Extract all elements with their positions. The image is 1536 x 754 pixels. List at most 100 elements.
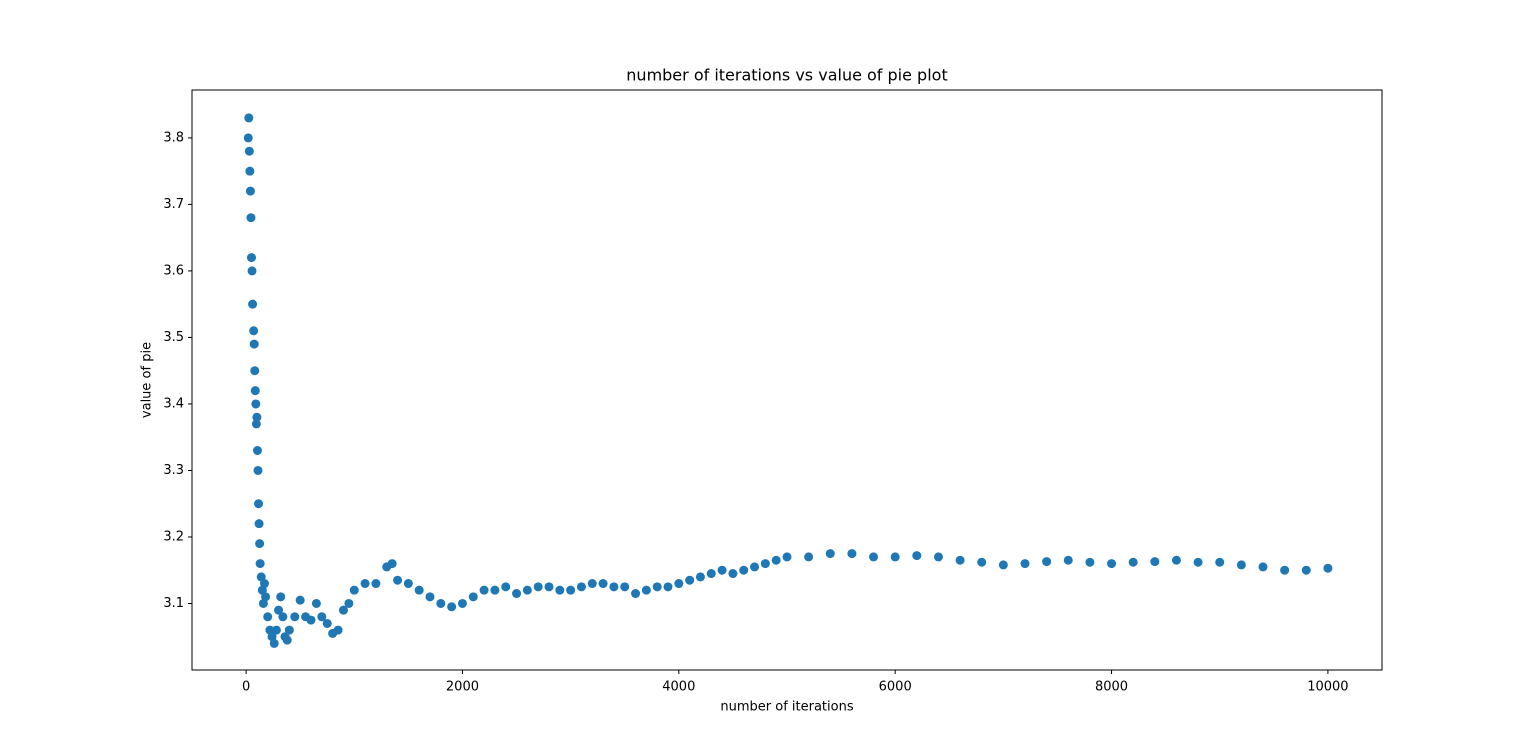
point <box>566 585 576 595</box>
point <box>246 213 256 223</box>
point <box>977 557 987 567</box>
x-tick-label: 4000 <box>662 680 695 695</box>
point <box>247 253 256 263</box>
point <box>322 618 332 628</box>
point <box>998 560 1008 570</box>
point <box>760 559 770 569</box>
point <box>890 552 900 562</box>
point <box>250 366 260 376</box>
point <box>254 519 264 529</box>
y-tick-label: 3.8 <box>163 130 184 145</box>
point <box>685 575 695 585</box>
y-axis-label: value of pie <box>140 342 155 418</box>
point <box>393 575 403 585</box>
point <box>1171 555 1181 565</box>
point <box>349 585 359 595</box>
point <box>490 585 500 595</box>
point <box>468 592 478 602</box>
point <box>587 579 597 589</box>
y-tick-label: 3.6 <box>163 263 184 278</box>
y-tick-label: 3.3 <box>163 463 184 478</box>
point <box>338 605 348 615</box>
point <box>317 612 327 622</box>
point <box>249 339 259 349</box>
point <box>271 625 281 635</box>
point <box>360 579 370 589</box>
point <box>501 582 511 592</box>
y-tick-label: 3.2 <box>163 529 184 544</box>
point <box>739 565 749 575</box>
x-tick-label: 0 <box>242 680 250 695</box>
point <box>251 419 261 429</box>
y-tick-label: 3.4 <box>163 396 184 411</box>
point <box>1258 562 1268 572</box>
point <box>252 412 262 422</box>
point <box>457 598 467 608</box>
point <box>782 552 792 562</box>
x-tick-label: 6000 <box>879 680 912 695</box>
point <box>1150 557 1160 567</box>
point <box>447 602 457 612</box>
point <box>663 582 673 592</box>
point <box>244 146 254 156</box>
point <box>1020 559 1030 569</box>
point <box>254 499 264 509</box>
point <box>261 592 271 602</box>
point <box>371 579 381 589</box>
point <box>1280 565 1290 575</box>
point <box>512 589 522 599</box>
point <box>750 562 760 572</box>
point <box>278 612 288 622</box>
point <box>284 625 294 635</box>
point <box>259 579 269 589</box>
point <box>306 615 316 625</box>
point <box>311 598 321 608</box>
point <box>269 638 279 648</box>
y-tick-label: 3.5 <box>163 330 184 345</box>
plot-frame <box>191 89 1383 671</box>
point <box>1128 557 1138 567</box>
point <box>276 592 286 602</box>
point <box>245 186 255 196</box>
point <box>387 559 397 569</box>
point <box>576 582 586 592</box>
point <box>248 299 258 309</box>
point <box>1323 563 1333 573</box>
point <box>249 326 259 336</box>
x-axis-label: number of iterations <box>720 700 853 715</box>
chart-title: number of iterations vs value of pie plo… <box>626 66 947 85</box>
point <box>290 612 300 622</box>
point <box>717 565 727 575</box>
point <box>652 582 662 592</box>
point <box>282 635 292 645</box>
point <box>555 585 565 595</box>
point <box>295 595 305 605</box>
point <box>609 582 619 592</box>
point <box>544 582 554 592</box>
point <box>1301 565 1311 575</box>
point <box>695 572 705 582</box>
point <box>955 555 965 565</box>
point <box>533 582 543 592</box>
point <box>344 598 354 608</box>
point <box>243 133 253 143</box>
point <box>250 386 260 396</box>
point <box>333 625 343 635</box>
x-tick-label: 10000 <box>1307 680 1348 695</box>
point <box>912 551 922 561</box>
point <box>620 582 630 592</box>
point <box>256 572 266 582</box>
point <box>631 589 641 599</box>
point <box>252 446 262 456</box>
point <box>674 579 684 589</box>
point <box>771 555 781 565</box>
point <box>479 585 489 595</box>
point <box>414 585 424 595</box>
point <box>255 539 265 549</box>
point <box>706 569 716 579</box>
point <box>247 266 257 276</box>
point <box>804 552 814 562</box>
